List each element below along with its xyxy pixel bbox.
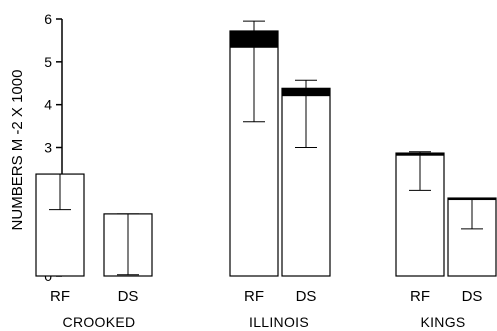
group-label: CROOKED [63, 314, 136, 330]
category-label: RF [50, 288, 70, 305]
category-label: RF [244, 288, 264, 305]
group-label: ILLINOIS [249, 314, 309, 330]
bars-layer [35, 30, 497, 277]
y-axis-title: NUMBERS M -2 X 1000 [9, 70, 26, 231]
error-bars-layer [49, 20, 483, 276]
y-tick-label: 6 [44, 11, 52, 27]
category-label: DS [118, 288, 139, 305]
category-label: DS [462, 288, 483, 305]
category-label: DS [296, 288, 317, 305]
group-labels: CROOKED ILLINOIS KINGS [63, 314, 466, 330]
category-labels: RF DS RF DS RF DS [50, 288, 482, 305]
y-tick-label: 4 [44, 97, 52, 113]
y-tick-label: 5 [44, 54, 52, 70]
group-label: KINGS [420, 314, 465, 330]
category-label: RF [410, 288, 430, 305]
y-tick-label: 3 [44, 140, 52, 156]
